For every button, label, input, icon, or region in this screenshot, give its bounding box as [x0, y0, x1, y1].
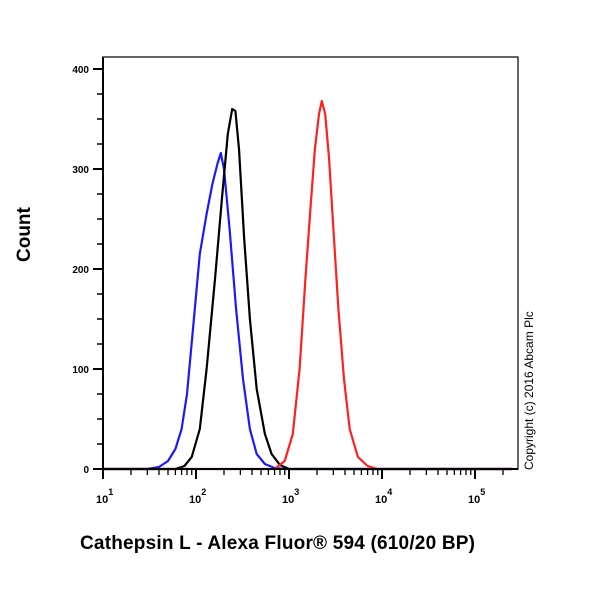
histogram-series-1	[103, 107, 512, 471]
x-axis-ticks: 101 102 103 104 105	[96, 469, 504, 506]
copyright-notice: Copyright (c) 2016 Abcam Plc	[522, 311, 536, 470]
y-tick-label: 400	[72, 65, 89, 76]
x-tick-label: 105	[468, 487, 485, 506]
histogram-series-0	[103, 151, 512, 471]
y-tick-label: 100	[72, 365, 89, 376]
y-tick-label: 300	[72, 165, 89, 176]
series-group	[103, 99, 512, 471]
y-tick-label: 0	[83, 465, 89, 476]
histogram-series-2	[103, 99, 512, 471]
y-axis-label: Count	[14, 207, 35, 262]
x-tick-label: 102	[189, 487, 206, 506]
plot-frame	[102, 56, 519, 470]
x-axis-label: Cathepsin L - Alexa Fluor® 594 (610/20 B…	[80, 533, 476, 554]
y-axis-ticks: 0 100 200 300 400	[72, 65, 103, 476]
x-tick-label: 101	[96, 487, 113, 506]
x-tick-label: 103	[282, 487, 299, 506]
x-tick-label: 104	[375, 487, 392, 506]
y-tick-label: 200	[72, 265, 89, 276]
